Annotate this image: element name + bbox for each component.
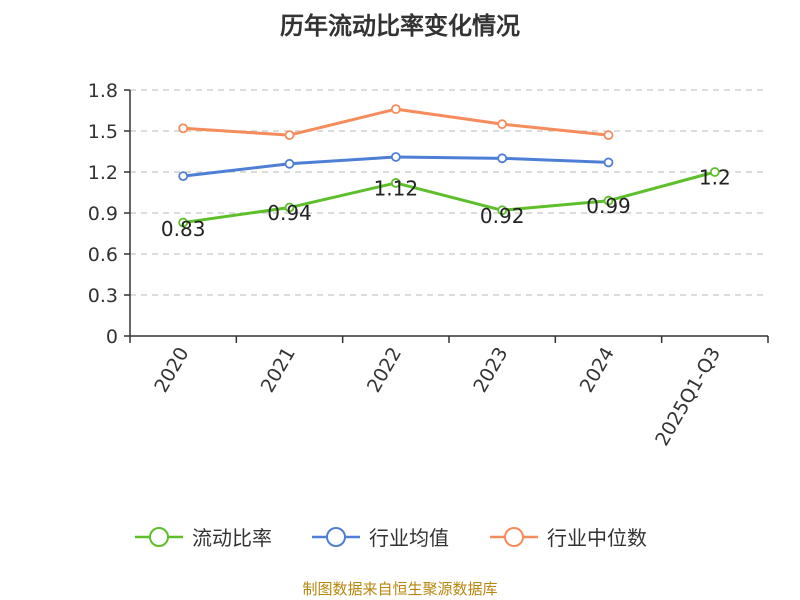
x-tick-label: 2023 (469, 343, 512, 396)
data-label: 0.99 (586, 194, 631, 218)
data-point[interactable] (284, 158, 295, 169)
data-point[interactable] (178, 217, 189, 228)
data-point[interactable] (497, 205, 508, 216)
legend-label: 行业均值 (369, 526, 449, 550)
data-point[interactable] (390, 152, 401, 162)
x-tick-label: 2020 (150, 344, 193, 397)
series-group (178, 104, 720, 228)
legend-marker (149, 527, 169, 547)
series-line-0 (182, 170, 716, 225)
y-tick-label: 0.6 (88, 244, 118, 266)
legend-label: 行业中位数 (547, 526, 647, 550)
y-tick-label: 1.5 (88, 121, 118, 143)
data-label: 1.2 (699, 166, 731, 190)
source-note: 制图数据来自恒生聚源数据库 (302, 580, 497, 598)
data-point[interactable] (603, 130, 614, 141)
chart-title: 历年流动比率变化情况 (280, 12, 520, 40)
data-point[interactable] (603, 157, 614, 168)
data-label: 0.94 (267, 201, 312, 225)
data-point[interactable] (497, 153, 508, 164)
x-tick-label: 2021 (257, 344, 300, 397)
legend-item-1[interactable]: 行业均值 (312, 526, 449, 550)
legend-item-2[interactable]: 行业中位数 (490, 526, 647, 550)
legend-marker (504, 527, 524, 547)
data-point[interactable] (390, 178, 401, 188)
legend-label: 流动比率 (192, 526, 272, 550)
y-tick-label: 1.2 (88, 162, 118, 184)
data-labels: 0.83 0.94 1.12 0.92 0.99 1.2 (161, 166, 731, 242)
data-label: 0.92 (480, 204, 525, 228)
data-point[interactable] (284, 130, 295, 141)
legend[interactable]: 流动比率 行业均值 行业中位数 (135, 526, 647, 550)
x-tick-label: 2025Q1-Q3 (651, 344, 725, 450)
data-label: 0.83 (161, 217, 206, 241)
data-point[interactable] (390, 104, 401, 115)
data-label: 1.12 (374, 176, 419, 200)
data-point[interactable] (603, 195, 614, 206)
x-tick-label: 2022 (363, 344, 406, 397)
data-point[interactable] (178, 171, 189, 182)
y-tick-label: 0 (106, 326, 118, 348)
y-tick-label: 0.3 (88, 285, 118, 307)
legend-marker (326, 527, 346, 547)
grid-lines (130, 89, 768, 296)
y-tick-label: 0.9 (88, 203, 118, 225)
x-tick-label: 2024 (576, 344, 619, 397)
axes: 0 0.3 0.6 0.9 1.2 1.5 1.8 2020 2021 2022 2023 2024 2… (88, 80, 769, 450)
data-point[interactable] (178, 123, 189, 134)
legend-item-0[interactable]: 流动比率 (135, 526, 272, 550)
data-point[interactable] (709, 167, 720, 177)
data-point[interactable] (284, 202, 295, 213)
y-tick-label: 1.8 (88, 80, 118, 102)
data-point[interactable] (497, 119, 508, 130)
